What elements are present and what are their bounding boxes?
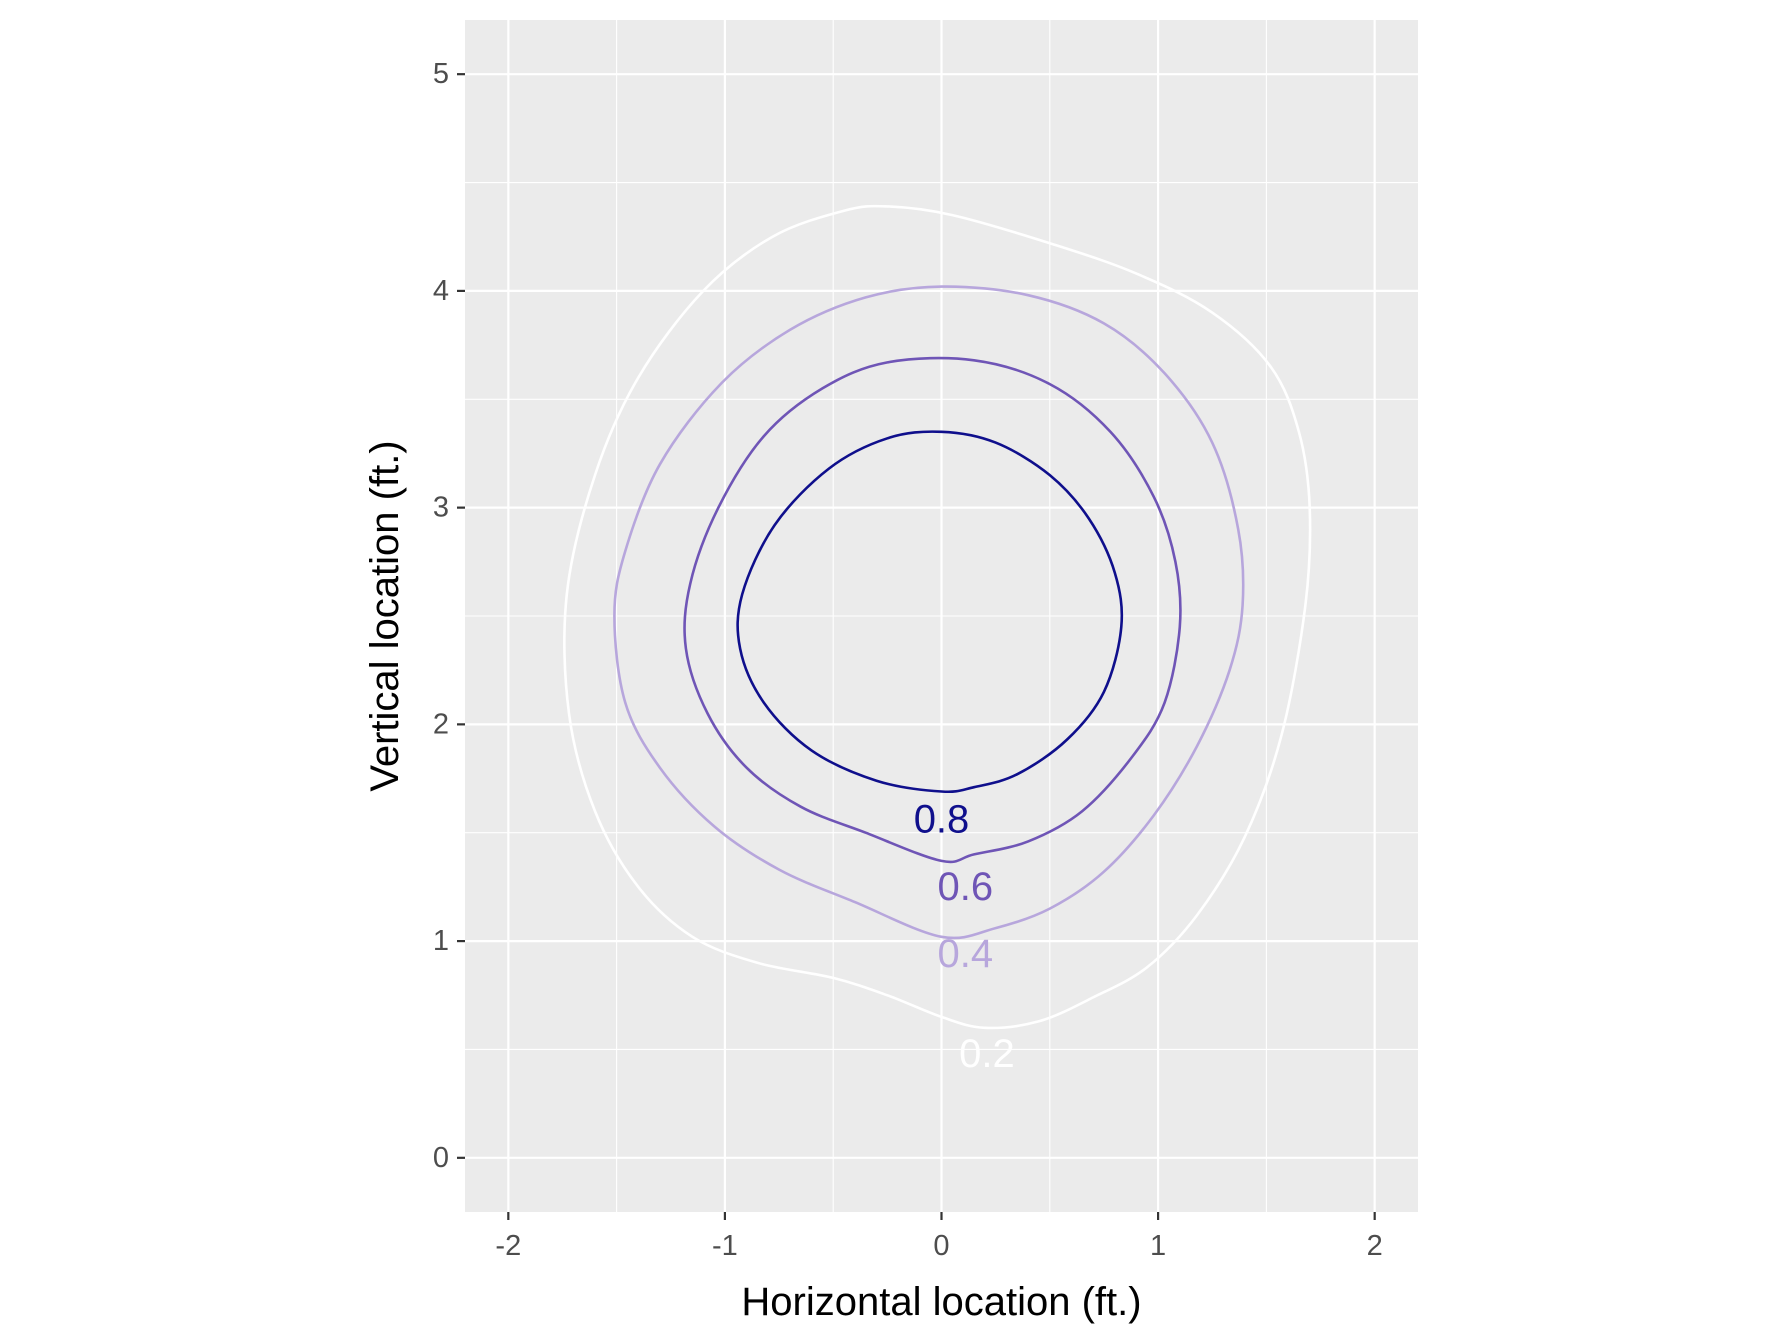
grid-lines	[465, 20, 1418, 1212]
y-tick-label: 5	[433, 58, 449, 90]
contour-line-0.6	[683, 356, 1182, 864]
y-tick-label: 0	[433, 1142, 449, 1174]
x-tick-label: 1	[1150, 1230, 1166, 1262]
y-tick-label: 1	[433, 925, 449, 957]
x-axis-title: Horizontal location (ft.)	[741, 1280, 1141, 1324]
contour-line-0.2	[563, 204, 1312, 1030]
contour-label-0.4: 0.4	[938, 932, 994, 976]
axes: -2 -1 0 1 2 0 1 2 3 4 5	[433, 58, 1383, 1262]
contour-label-0.6: 0.6	[938, 865, 994, 909]
contour-label-0.2: 0.2	[959, 1032, 1015, 1076]
contour-lines	[563, 204, 1312, 1030]
x-tick-label: -2	[495, 1230, 521, 1262]
contour-line-0.8	[736, 430, 1124, 794]
contour-label-0.8: 0.8	[914, 798, 970, 842]
y-tick-label: 3	[433, 492, 449, 524]
contour-line-0.4	[613, 285, 1245, 940]
x-tick-label: 0	[933, 1230, 949, 1262]
y-axis-title: Vertical location (ft.)	[363, 440, 407, 791]
y-tick-label: 4	[433, 275, 449, 307]
x-tick-label: -1	[712, 1230, 738, 1262]
x-tick-label: 2	[1367, 1230, 1383, 1262]
contour-labels: 0.2 0.4 0.6 0.8	[914, 798, 1015, 1076]
y-tick-label: 2	[433, 708, 449, 740]
